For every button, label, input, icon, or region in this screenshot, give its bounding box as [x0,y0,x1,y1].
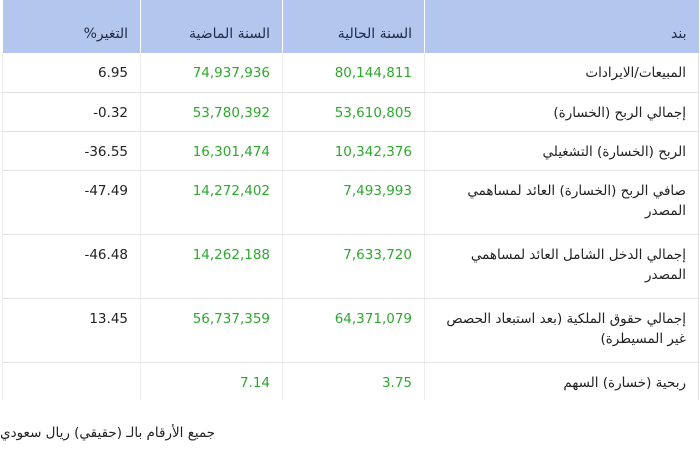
row-current-value: 7,493,993 [282,170,425,235]
row-current-value: 7,633,720 [282,234,425,299]
table-row: صافي الربح (الخسارة) العائد لمساهمي المص… [2,170,699,235]
row-previous-value: 16,301,474 [140,131,283,171]
row-item-label: الربح (الخسارة) التشغيلي [424,131,699,171]
header-previous-year: السنة الماضية [140,0,283,53]
table-row: الربح (الخسارة) التشغيلي 10,342,376 16,3… [2,131,699,171]
row-change-value: 6.95 [2,53,141,93]
row-change-value: 47.49- [2,170,141,235]
row-item-label: ربحية (خسارة) السهم [424,362,699,400]
header-change-percent: التغير% [2,0,141,53]
table-row: المبيعات/الايرادات 80,144,811 74,937,936… [2,53,699,93]
row-change-value: 46.48- [2,234,141,299]
row-item-label: إجمالي الربح (الخسارة) [424,92,699,132]
row-change-value: 13.45 [2,298,141,363]
row-previous-value: 7.14 [140,362,283,400]
row-item-label: إجمالي حقوق الملكية (بعد استبعاد الحصص غ… [424,298,699,363]
table-header-row: بند السنة الحالية السنة الماضية التغير% [2,0,699,53]
row-previous-value: 53,780,392 [140,92,283,132]
financial-results-table: بند السنة الحالية السنة الماضية التغير% … [2,0,699,400]
header-current-year: السنة الحالية [282,0,425,53]
table-row: إجمالي الربح (الخسارة) 53,610,805 53,780… [2,92,699,132]
row-change-value [2,362,141,400]
row-current-value: 53,610,805 [282,92,425,132]
currency-footnote: جميع الأرقام بالـ (حقيقي) ريال سعودي [0,425,216,441]
row-previous-value: 74,937,936 [140,53,283,93]
row-current-value: 3.75 [282,362,425,400]
row-previous-value: 14,262,188 [140,234,283,299]
row-current-value: 10,342,376 [282,131,425,171]
header-item: بند [424,0,699,53]
row-previous-value: 56,737,359 [140,298,283,363]
row-previous-value: 14,272,402 [140,170,283,235]
financial-table-container: بند السنة الحالية السنة الماضية التغير% … [2,0,699,400]
row-item-label: إجمالي الدخل الشامل العائد لمساهمي المصد… [424,234,699,299]
table-row: إجمالي حقوق الملكية (بعد استبعاد الحصص غ… [2,298,699,363]
row-current-value: 64,371,079 [282,298,425,363]
row-change-value: 0.32- [2,92,141,132]
row-current-value: 80,144,811 [282,53,425,93]
table-row: إجمالي الدخل الشامل العائد لمساهمي المصد… [2,234,699,299]
row-item-label: صافي الربح (الخسارة) العائد لمساهمي المص… [424,170,699,235]
row-item-label: المبيعات/الايرادات [424,53,699,93]
table-row: ربحية (خسارة) السهم 3.75 7.14 [2,362,699,400]
row-change-value: 36.55- [2,131,141,171]
